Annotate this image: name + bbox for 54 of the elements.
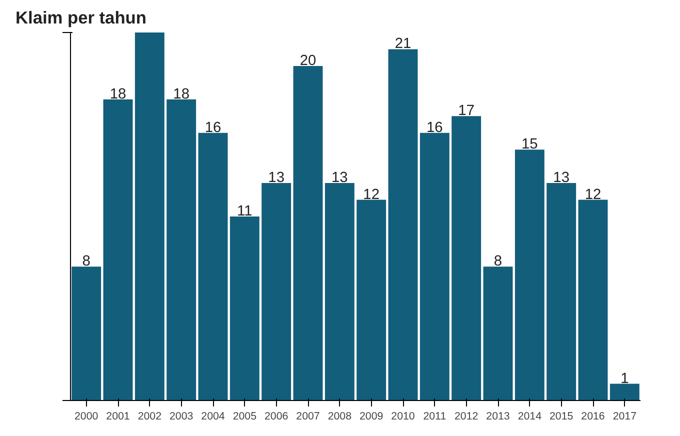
bar [262,183,292,400]
data-label: 12 [363,186,380,203]
bar [546,183,576,400]
x-tick-label: 2002 [138,410,162,422]
bar [578,200,608,400]
x-tick-label: 2014 [518,410,542,422]
x-tick-label: 2010 [391,410,415,422]
bar [356,200,386,400]
x-tick-label: 2016 [581,410,605,422]
bar [514,150,544,400]
data-label: 13 [553,170,570,186]
x-tick-label: 2013 [486,410,510,422]
data-label: 13 [332,170,348,186]
x-tick-label: 2004 [201,410,225,422]
bar [166,99,196,400]
x-tick-label: 2012 [454,410,478,422]
bar [198,132,228,400]
x-tick-label: 2008 [328,410,352,422]
bar [420,132,450,400]
x-tick-label: 2017 [612,410,637,422]
x-tick-label: 2003 [169,410,194,422]
bar [483,266,513,400]
bar [388,49,418,400]
data-label: 15 [522,136,538,153]
x-tick-label: 2000 [74,410,98,422]
bar [610,384,640,400]
bar [103,99,133,400]
bar [230,216,260,400]
bar [134,32,164,400]
data-label: 16 [204,120,222,136]
data-label: 20 [300,52,316,69]
bar [452,116,482,400]
data-label: 21 [394,36,412,52]
data-label: 12 [584,186,602,203]
x-tick-label: 2006 [264,410,288,422]
x-tick-label: 2007 [296,410,320,422]
x-tick-label: 2001 [106,410,130,422]
bar [293,66,323,400]
data-label: 1 [620,370,629,387]
data-label: 17 [458,103,474,120]
bar [72,266,102,400]
data-label: 18 [173,86,190,102]
data-label: 16 [426,120,443,136]
x-tick-label: 2015 [549,410,574,422]
data-label: 11 [237,204,252,220]
x-tick-label: 2011 [423,410,446,422]
x-tick-label: 2009 [359,410,384,422]
chart-title: Klaim per tahun [16,8,146,28]
x-tick-label: 2005 [232,410,257,422]
data-label: 13 [268,170,284,186]
data-label: 18 [110,86,126,102]
data-label: 8 [82,254,90,270]
bar [324,183,354,400]
data-label: 8 [494,254,502,270]
